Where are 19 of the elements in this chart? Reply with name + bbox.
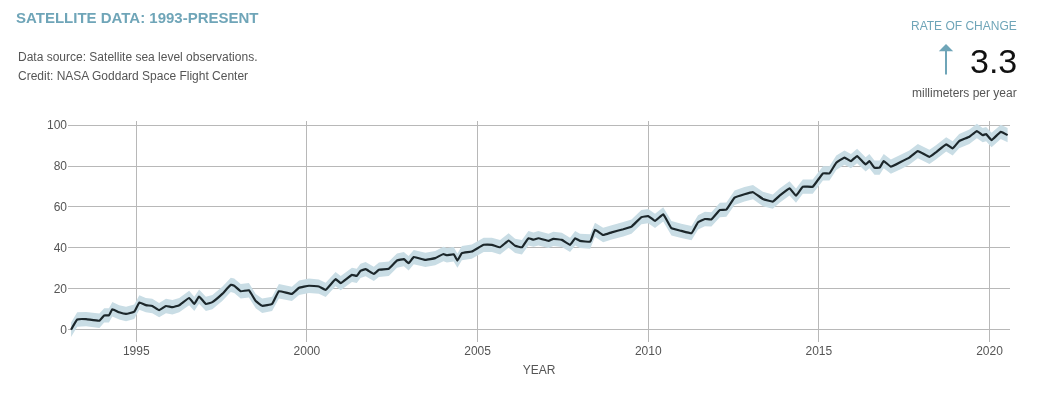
text: millimeters per year: [912, 86, 1017, 100]
source-note: Data source: Satellite sea level observations.: [18, 50, 258, 64]
text: Credit: NASA Goddard Space Flight Center: [18, 69, 249, 83]
y-tick-label: 40: [53, 241, 68, 256]
x-tick-label: 2010: [634, 344, 662, 358]
x-axis-title: YEAR: [522, 362, 556, 377]
y-tick-label: 80: [53, 159, 68, 174]
x-tick-label: 2020: [976, 344, 1004, 358]
y-tick-label: 20: [53, 282, 68, 296]
x-tick-label: 1995: [122, 344, 150, 358]
y-tick-label: 60: [53, 200, 68, 215]
x-tick-label: 2015: [805, 344, 833, 358]
chart-title: SATELLITE DATA: 1993-PRESENT: [16, 8, 259, 26]
y-tick-label: 0: [60, 322, 68, 337]
text: 3.3: [970, 42, 1018, 80]
text: RATE OF CHANGE: [911, 19, 1017, 33]
x-tick-label: 2005: [464, 344, 492, 358]
y-tick-label: 100: [46, 118, 68, 133]
x-tick-label: 2000: [293, 344, 321, 358]
